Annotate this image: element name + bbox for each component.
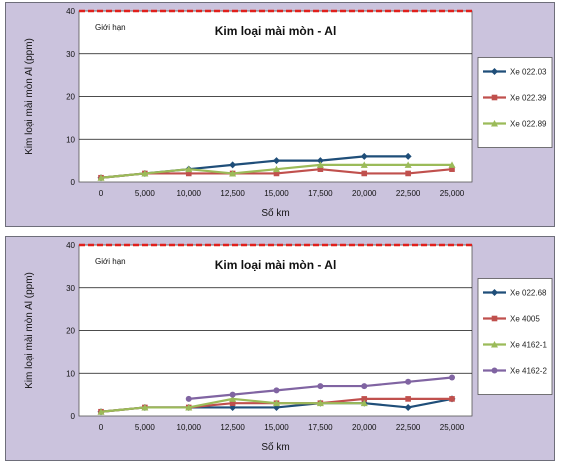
x-tick-label: 0 [99,423,104,432]
data-point [360,152,368,160]
legend-label: Xe 4162-2 [510,367,547,376]
x-tick-label: 17,500 [308,423,333,432]
y-tick-label: 20 [66,93,75,102]
chart-title: Kim loại mài mòn - Al [215,24,337,38]
chart-panel-2: 0 10 20 30 40 Giới hạn Kim loại mài mòn - Al 0 5… [5,236,555,461]
data-point [229,169,237,177]
x-tick-label: 20,000 [352,423,377,432]
y-tick-label: 30 [66,50,75,59]
chart-title: Kim loại mài mòn - Al [215,258,337,272]
chart-1: 0 10 20 30 40 Giới hạn Kim loại mài mòn - Al 0 5… [24,7,553,219]
legend [477,57,553,148]
data-point [405,396,411,402]
data-point [405,378,412,385]
data-point [273,399,280,407]
x-tick-label: 25,000 [440,423,465,432]
data-point [360,399,368,407]
data-point [97,174,105,181]
chart-2: 0 10 20 30 40 Giới hạn Kim loại mài mòn - Al 0 5… [24,241,553,453]
data-point [316,399,324,407]
data-point [405,170,411,177]
data-point [229,161,237,169]
legend-marker [491,94,498,101]
data-point [317,383,324,390]
data-point [141,403,149,411]
y-tick-label: 20 [66,327,75,336]
y-tick-label: 40 [66,241,75,250]
x-tick-label: 12,500 [220,423,245,432]
legend-label: Xe 022.03 [510,68,547,77]
data-point [229,395,237,402]
data-point [449,166,455,172]
limit-label: Giới hạn [95,257,126,266]
x-tick-label: 15,000 [264,423,289,432]
data-point [185,170,192,177]
data-point [97,408,105,415]
x-tick-label: 15,000 [264,189,289,198]
legend-label: Xe 4162-1 [510,341,547,350]
data-point [273,170,280,177]
y-tick-label: 0 [71,412,76,421]
y-axis-label: Kim loại mài mòn Al (ppm) [24,38,35,155]
y-tick-label: 0 [71,178,76,187]
legend-label: Xe 022.39 [510,94,547,103]
data-point [273,165,280,173]
x-axis-label: Số km [261,441,289,453]
y-tick-label: 10 [66,369,75,378]
x-axis-label: Số km [261,207,289,219]
legend [477,278,553,395]
data-point [316,161,324,168]
data-point [229,400,236,406]
data-point [360,161,368,168]
y-axis-label: Kim loại mài mòn Al (ppm) [24,272,35,389]
data-point [317,166,324,172]
legend-label: Xe 022.89 [510,120,547,129]
data-point [361,396,368,402]
x-tick-label: 10,000 [177,189,202,198]
data-point [229,391,236,398]
data-point [273,157,280,165]
legend-marker [491,289,498,296]
data-point [316,157,324,165]
data-point [448,161,456,168]
x-tick-label: 0 [99,189,104,198]
x-tick-label: 25,000 [440,189,465,198]
limit-label: Giới hạn [95,23,126,32]
data-point [404,152,412,160]
x-tick-label: 20,000 [352,189,377,198]
data-point [361,383,368,390]
data-point [449,396,455,402]
data-point [185,403,193,411]
legend-marker [491,315,498,322]
legend-marker [491,341,498,348]
data-point [141,169,149,177]
y-tick-label: 30 [66,284,75,293]
data-point [185,395,192,402]
data-point [185,165,193,173]
legend-label: Xe 4005 [510,315,540,324]
data-point [404,403,412,411]
x-tick-label: 5,000 [135,423,156,432]
data-point [404,161,412,168]
x-tick-label: 12,500 [220,189,245,198]
y-tick-label: 10 [66,135,75,144]
data-point [449,374,455,381]
x-tick-label: 22,500 [396,423,421,432]
x-tick-label: 5,000 [135,189,156,198]
legend-marker [491,367,498,374]
legend-marker [491,68,498,75]
legend-marker [491,120,498,127]
data-point [361,170,368,177]
x-tick-label: 17,500 [308,189,333,198]
legend-label: Xe 022.68 [510,289,547,298]
y-tick-label: 40 [66,7,75,16]
x-tick-label: 10,000 [177,423,202,432]
chart-panel-1: 0 10 20 30 40 Giới hạn Kim loại mài mòn - Al 0 5… [5,2,555,227]
data-point [273,387,280,394]
x-tick-label: 22,500 [396,189,421,198]
